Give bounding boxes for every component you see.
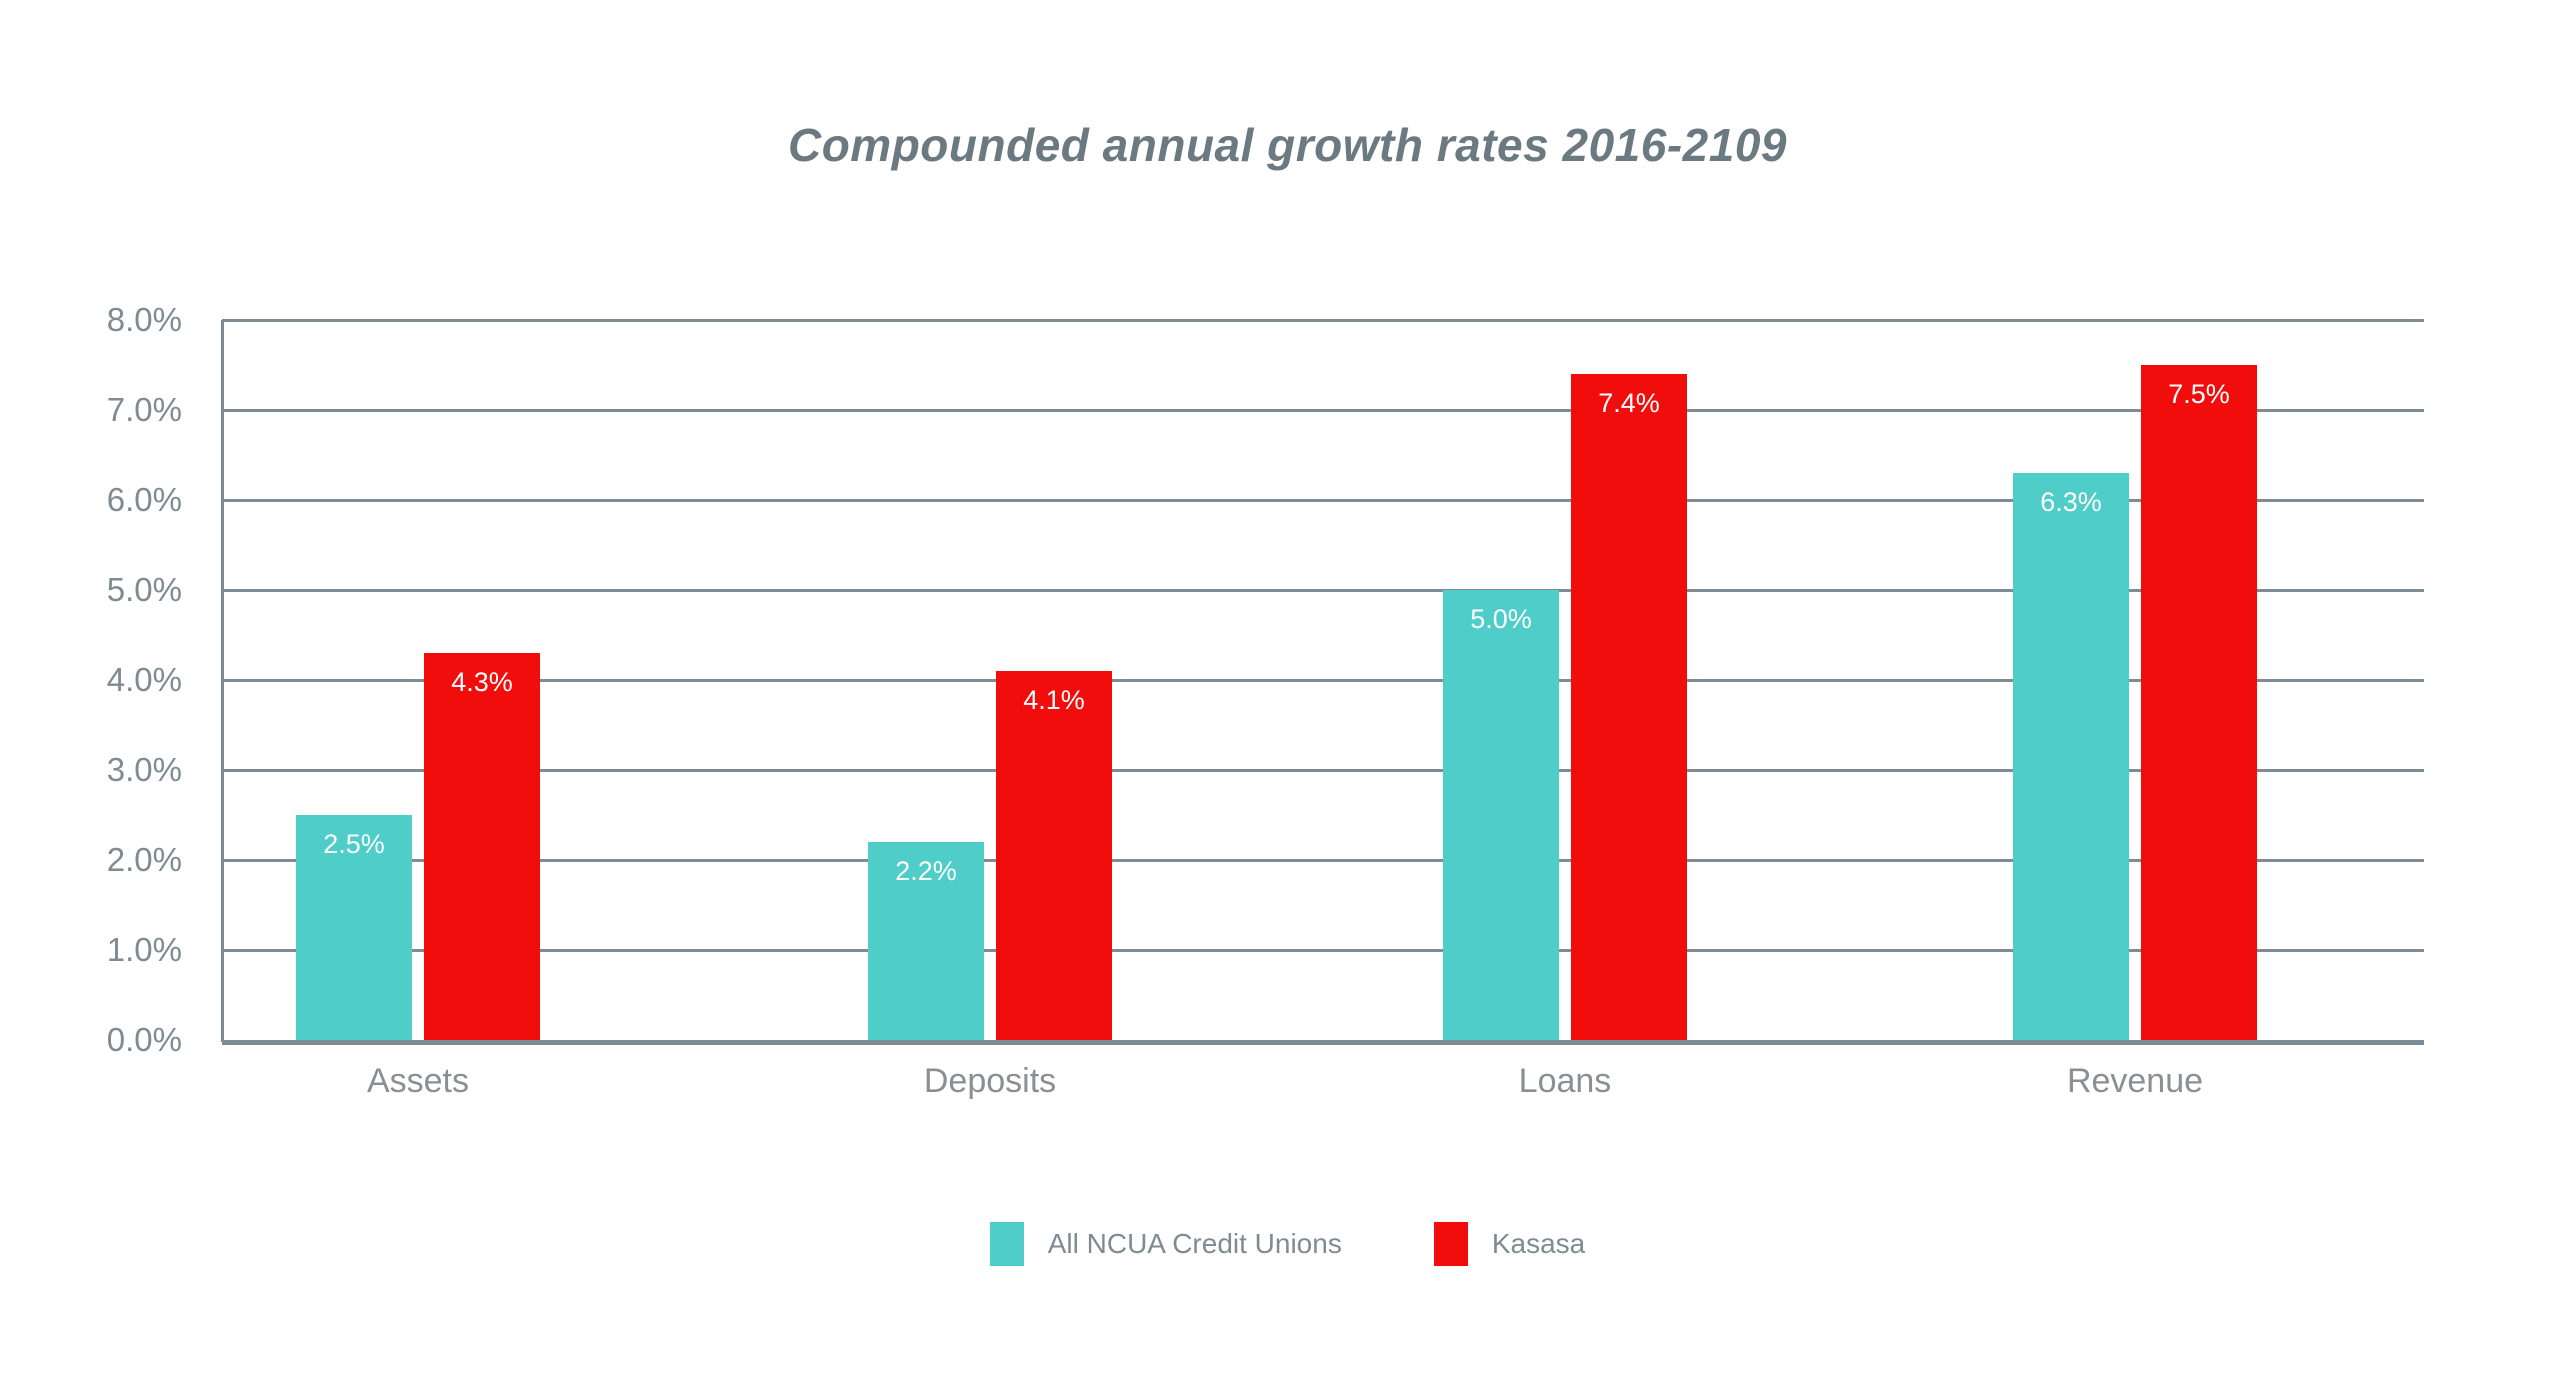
- bar-value-label: 2.5%: [323, 829, 385, 859]
- y-tick-label: 5.0%: [106, 571, 182, 608]
- y-tick-label: 6.0%: [106, 481, 182, 518]
- gridline-6.0%: [222, 499, 2424, 502]
- y-tick-label: 8.0%: [106, 301, 182, 338]
- category-label-loans: Loans: [1518, 1062, 1612, 1100]
- gridline-0.0%: [222, 1040, 2424, 1045]
- gridline-4.0%: [222, 679, 2424, 682]
- bar-ncua-loans: 5.0%: [1443, 590, 1559, 1040]
- legend: All NCUA Credit Unions Kasasa: [0, 1222, 2575, 1266]
- gridline-8.0%: [222, 319, 2424, 322]
- y-tick-label: 7.0%: [106, 391, 182, 428]
- bar-kasasa-deposits: 4.1%: [996, 671, 1112, 1040]
- gridline-1.0%: [222, 949, 2424, 952]
- bar-value-label: 7.4%: [1598, 388, 1660, 418]
- legend-label: Kasasa: [1491, 1228, 1586, 1259]
- y-tick-label: 3.0%: [106, 751, 182, 788]
- chart-title: Compounded annual growth rates 2016-2109: [787, 119, 1787, 171]
- y-tick-label: 4.0%: [106, 661, 182, 698]
- bar-ncua-revenue: 6.3%: [2013, 473, 2129, 1040]
- bar-kasasa-assets: 4.3%: [424, 653, 540, 1040]
- bar-value-label: 7.5%: [2168, 379, 2230, 409]
- gridline-2.0%: [222, 859, 2424, 862]
- bar-value-label: 4.1%: [1023, 685, 1085, 715]
- bar-kasasa-loans: 7.4%: [1571, 374, 1687, 1040]
- legend-label: All NCUA Credit Unions: [1047, 1228, 1342, 1259]
- bar-value-label: 4.3%: [451, 667, 513, 697]
- y-tick-label: 0.0%: [106, 1021, 182, 1058]
- y-tick-label: 2.0%: [106, 841, 182, 878]
- bar-value-label: 6.3%: [2040, 487, 2102, 517]
- gridline-7.0%: [222, 409, 2424, 412]
- bar-value-label: 5.0%: [1470, 604, 1532, 634]
- bar-ncua-assets: 2.5%: [296, 815, 412, 1040]
- legend-item-kasasa: Kasasa: [1433, 1222, 1586, 1266]
- legend-swatch-icon: [989, 1222, 1024, 1266]
- category-label-revenue: Revenue: [2066, 1062, 2204, 1100]
- category-label-deposits: Deposits: [923, 1062, 1057, 1100]
- gridline-5.0%: [222, 589, 2424, 592]
- bar-ncua-deposits: 2.2%: [868, 842, 984, 1040]
- bar-value-label: 2.2%: [895, 856, 957, 886]
- gridline-3.0%: [222, 769, 2424, 772]
- bar-kasasa-revenue: 7.5%: [2141, 365, 2257, 1040]
- legend-swatch-icon: [1433, 1222, 1468, 1266]
- legend-item-ncua: All NCUA Credit Unions: [989, 1222, 1342, 1266]
- category-label-assets: Assets: [366, 1062, 470, 1100]
- y-tick-label: 1.0%: [106, 931, 182, 968]
